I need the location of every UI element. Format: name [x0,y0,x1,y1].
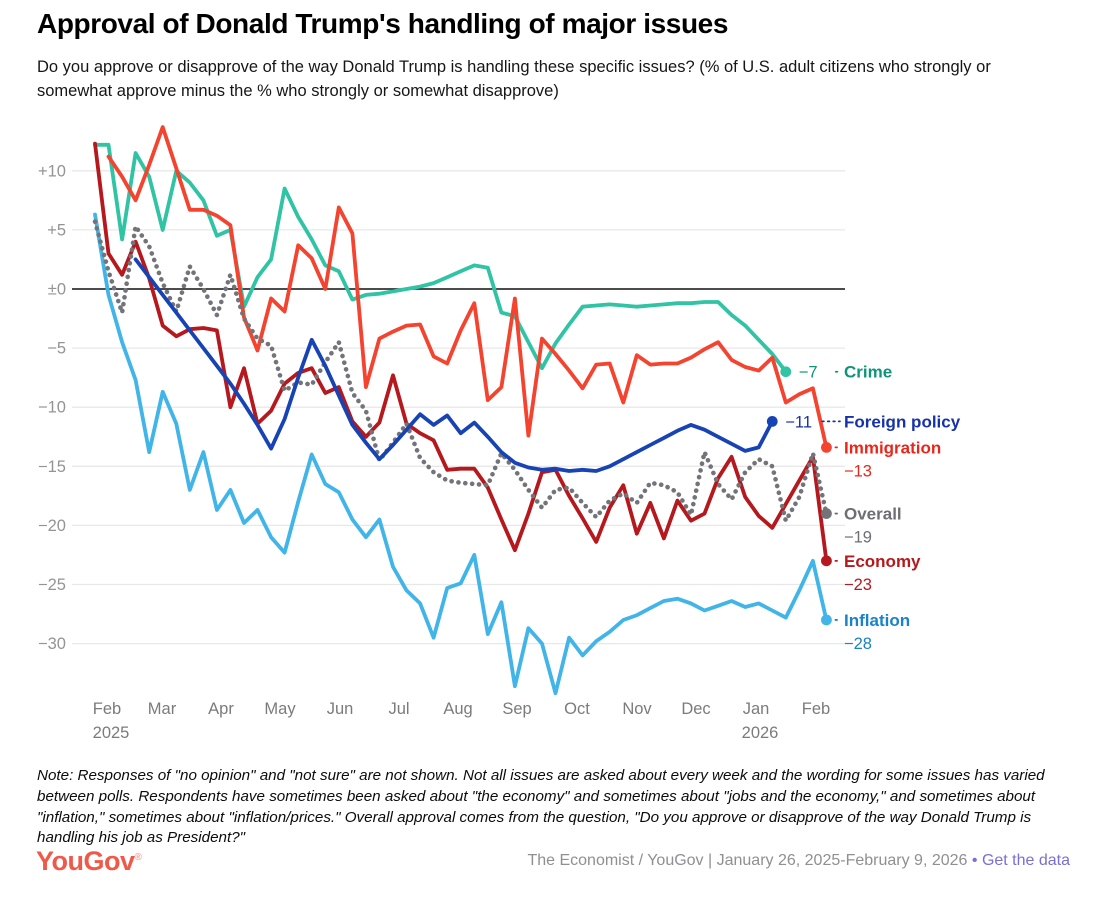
yougov-logo: YouGov® [36,846,142,876]
x-axis-label: Jan [743,700,770,718]
y-axis-label: −20 [38,517,66,535]
y-axis-label: +5 [47,221,66,239]
immigration-line [106,125,829,450]
crime-line [93,142,788,374]
crime-end-value: −7 [799,364,818,382]
source-line: The Economist / YouGov | January 26, 202… [527,852,1070,870]
economy-label: Economy [844,552,921,571]
approval-chart: +10 +5 ±0 −5 −10 −15 −20 −25 −30 Feb 2025 Mar Apr May… [0,118,1100,768]
y-axis-label: −25 [38,576,66,594]
x-axis-label: Sep [502,700,531,718]
immigration-end-dot [821,441,832,453]
source-separator: • [967,852,982,869]
economy-end-value: −23 [844,576,872,594]
x-axis-year: 2026 [742,724,779,742]
x-axis-label: Oct [564,700,590,718]
x-axis-label: Aug [443,700,472,718]
y-axis-label: ±0 [48,281,66,299]
inflation-line [93,212,829,696]
foreign_policy-line [133,257,775,473]
page-subtitle: Do you approve or disapprove of the way … [37,58,991,100]
economy-line [93,141,829,563]
inflation-end-dot [821,614,832,626]
page-title: Approval of Donald Trump's handling of m… [37,8,729,39]
foreign_policy-label: Foreign policy [844,412,961,431]
economy-end-dot [821,555,832,567]
inflation-label: Inflation [844,611,910,630]
immigration-end-value: −13 [844,462,872,480]
y-axis-label: −5 [47,340,66,358]
y-axis-label: −30 [38,635,66,653]
overall-label: Overall [844,505,902,524]
crime-label: Crime [844,363,892,382]
foreign_policy-end-dot [766,415,778,427]
get-the-data-link[interactable]: Get the data [981,852,1070,869]
overall-end-dot [821,508,832,519]
immigration-label: Immigration [844,438,941,457]
x-axis-label: Feb [93,700,121,718]
chart-svg: +10 +5 ±0 −5 −10 −15 −20 −25 −30 Feb 2025 Mar Apr May… [38,125,961,742]
x-axis-label: Nov [622,700,652,718]
x-axis-label: Apr [208,700,234,718]
footnote: Note: Responses of "no opinion" and "not… [37,767,1045,847]
x-axis-label: Jul [388,700,409,718]
source-text: The Economist / YouGov | January 26, 202… [527,852,968,869]
overall-end-value: −19 [844,529,872,547]
y-axis-label: −15 [38,458,66,476]
x-axis-label: Dec [681,700,710,718]
x-axis-label: Jun [327,700,354,718]
inflation-end-value: −28 [844,635,872,653]
x-axis-year: 2025 [93,724,130,742]
x-axis-label: May [264,700,296,718]
foreign_policy-end-value: −11 [785,413,812,431]
registered-mark: ® [134,852,142,863]
x-axis-label: Mar [148,700,177,718]
crime-end-dot [780,366,792,378]
y-axis-label: −10 [38,399,66,417]
overall-line [92,219,829,524]
y-axis-label: +10 [38,162,66,180]
x-axis-label: Feb [802,700,830,718]
